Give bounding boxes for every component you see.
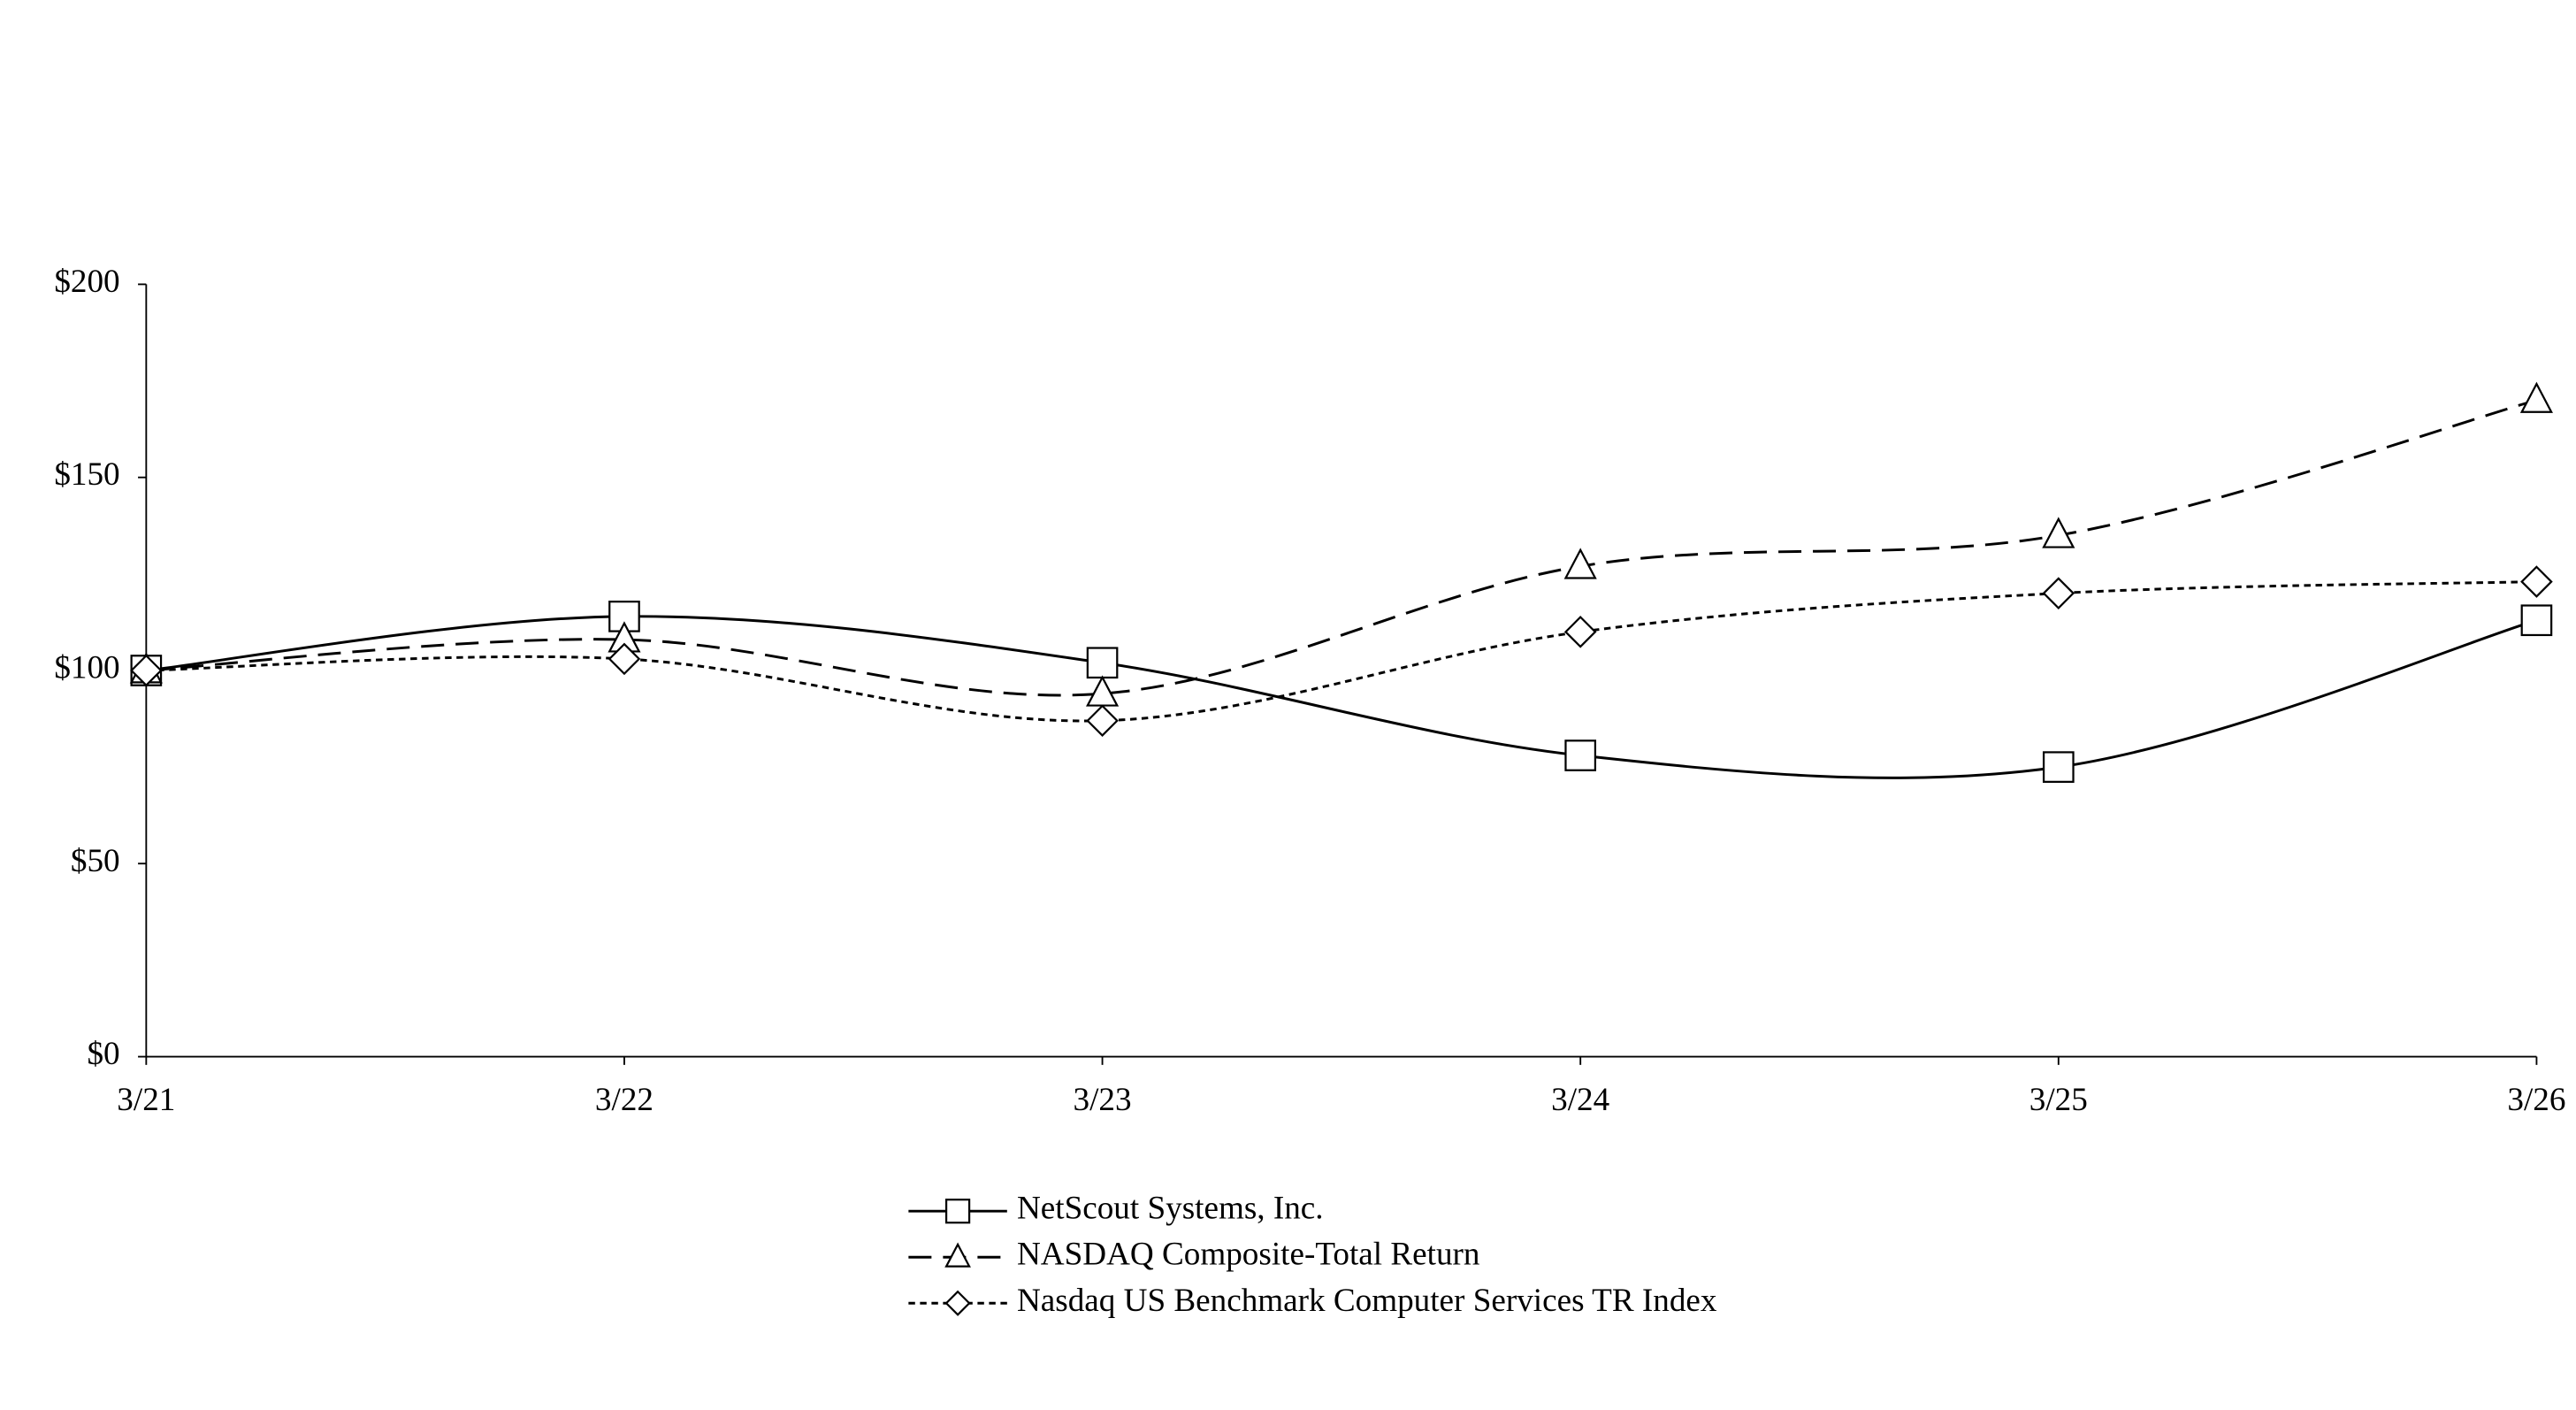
x-tick-label: 3/22 (595, 1082, 654, 1118)
marker (1564, 739, 1597, 771)
series-line (146, 398, 2537, 697)
y-tick-label: $100 (54, 650, 119, 686)
legend-label: Nasdaq US Benchmark Computer Services TR… (1017, 1283, 1717, 1319)
marker (2042, 751, 2075, 783)
marker (2519, 381, 2553, 413)
marker (1086, 704, 1119, 738)
marker (1563, 548, 1597, 579)
legend-marker (944, 1290, 971, 1316)
y-tick-label: $0 (87, 1036, 119, 1072)
y-tick-label: $200 (54, 264, 119, 300)
x-tick-label: 3/23 (1074, 1082, 1132, 1118)
y-tick-label: $150 (54, 456, 119, 493)
marker (2520, 565, 2553, 598)
marker (130, 654, 163, 687)
series-line (146, 580, 2537, 723)
x-tick-label: 3/21 (117, 1082, 175, 1118)
marker (2042, 577, 2075, 609)
marker (608, 642, 641, 676)
y-tick-label: $50 (71, 843, 120, 879)
x-tick-label: 3/24 (1551, 1082, 1609, 1118)
marker (2520, 604, 2553, 637)
legend-marker (944, 1242, 971, 1268)
marker (1563, 616, 1597, 648)
legend-label: NASDAQ Composite-Total Return (1017, 1237, 1480, 1273)
marker (2042, 517, 2075, 548)
marker (1086, 647, 1119, 679)
x-tick-label: 3/26 (2507, 1082, 2565, 1118)
x-tick-label: 3/25 (2029, 1082, 2088, 1118)
series-line (146, 615, 2537, 779)
legend-label: NetScout Systems, Inc. (1017, 1191, 1324, 1227)
legend-marker (944, 1199, 971, 1224)
